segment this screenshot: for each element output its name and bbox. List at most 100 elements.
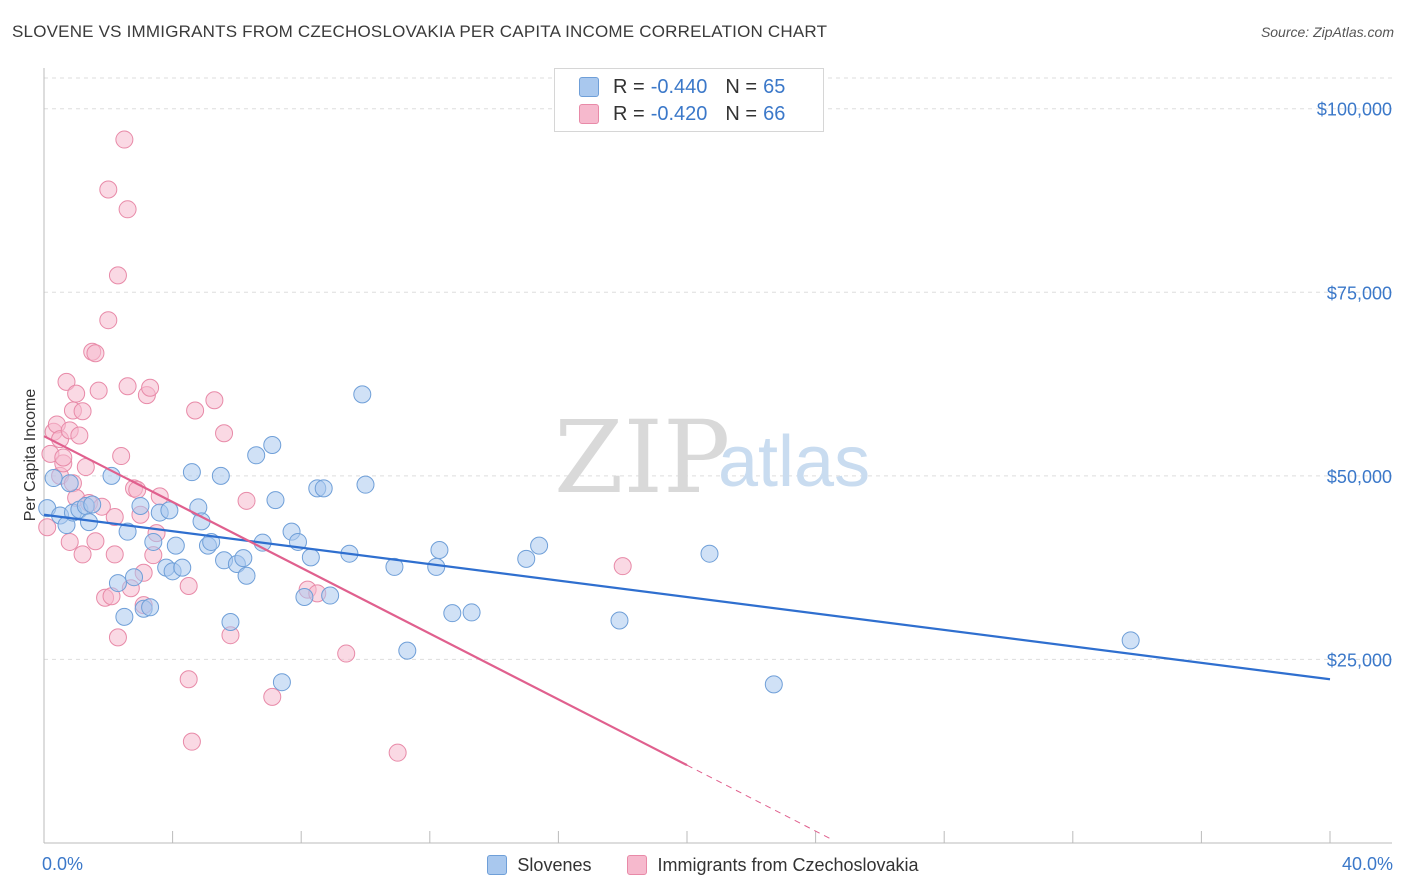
legend-label-slovenes: Slovenes: [517, 854, 592, 875]
point-slovenes: [108, 574, 127, 593]
legend-r-label: R =: [613, 102, 645, 125]
point-czechoslovakia: [388, 743, 407, 762]
point-czechoslovakia: [105, 545, 124, 564]
point-slovenes: [211, 466, 230, 485]
point-czechoslovakia: [263, 687, 282, 706]
legend-item-czechoslovakia[interactable]: Immigrants from Czechoslovakia: [627, 854, 919, 876]
point-slovenes: [83, 495, 102, 514]
point-slovenes: [764, 675, 783, 694]
series-legend: Slovenes Immigrants from Czechoslovakia: [0, 852, 1406, 878]
point-slovenes: [1121, 631, 1140, 650]
y-tick-label: $75,000: [1327, 283, 1392, 303]
point-slovenes: [610, 611, 629, 630]
point-czechoslovakia: [70, 426, 89, 445]
watermark-atlas: atlas: [718, 422, 870, 502]
trendline-czechoslovakia: [43, 435, 688, 767]
point-slovenes: [295, 588, 314, 607]
point-czechoslovakia: [108, 628, 127, 647]
point-slovenes: [353, 385, 372, 404]
point-slovenes: [221, 612, 240, 631]
point-slovenes: [356, 475, 375, 494]
point-slovenes: [314, 479, 333, 498]
point-slovenes: [427, 557, 446, 576]
point-czechoslovakia: [86, 532, 105, 551]
point-czechoslovakia: [337, 644, 356, 663]
point-czechoslovakia: [118, 200, 137, 219]
point-czechoslovakia: [105, 507, 124, 526]
point-czechoslovakia: [99, 180, 118, 199]
legend-r-value: -0.440: [650, 75, 708, 98]
legend-r-label: R =: [613, 75, 645, 98]
point-czechoslovakia: [99, 311, 118, 330]
x-tick-label: 40.0%: [1342, 854, 1393, 874]
point-czechoslovakia: [108, 266, 127, 285]
point-slovenes: [173, 558, 192, 577]
point-slovenes: [237, 566, 256, 585]
trendline-slovenes: [43, 513, 1331, 681]
point-czechoslovakia: [141, 378, 160, 397]
series-slovenes-points: [38, 385, 1140, 694]
point-czechoslovakia: [54, 448, 73, 467]
legend-n-label: N =: [725, 102, 758, 125]
legend-row-slovenes: R = -0.440 N = 65: [579, 74, 785, 100]
watermark-zip: ZIP: [554, 399, 730, 516]
point-slovenes: [247, 446, 266, 465]
point-slovenes: [443, 604, 462, 623]
point-czechoslovakia: [67, 384, 86, 403]
point-slovenes: [118, 522, 137, 541]
legend-item-slovenes[interactable]: Slovenes: [487, 855, 591, 876]
point-slovenes: [272, 673, 291, 692]
legend-swatch-pink: [627, 855, 648, 875]
point-slovenes: [266, 491, 285, 510]
legend-n-value: 65: [763, 75, 786, 98]
point-czechoslovakia: [182, 732, 201, 751]
legend-label-czechoslovakia: Immigrants from Czechoslovakia: [657, 854, 919, 875]
point-slovenes: [144, 532, 163, 551]
point-slovenes: [166, 536, 185, 555]
point-slovenes: [430, 541, 449, 560]
point-slovenes: [131, 496, 150, 515]
point-czechoslovakia: [237, 491, 256, 510]
point-czechoslovakia: [73, 545, 92, 564]
trend-lines: [43, 435, 1331, 840]
point-slovenes: [301, 548, 320, 567]
point-slovenes: [385, 557, 404, 576]
point-slovenes: [530, 536, 549, 555]
point-czechoslovakia: [179, 670, 198, 689]
legend-n-value: 66: [763, 102, 786, 125]
point-czechoslovakia: [118, 377, 137, 396]
point-czechoslovakia: [179, 577, 198, 595]
tick-labels: $25,000 $50,000 $75,000 $100,000 0.0% 40.0%: [42, 100, 1393, 874]
y-axis-title: Per Capita Income: [22, 389, 39, 522]
x-tick-label: 0.0%: [42, 854, 83, 874]
point-czechoslovakia: [215, 424, 234, 443]
point-czechoslovakia: [86, 344, 105, 363]
point-slovenes: [115, 607, 134, 626]
point-czechoslovakia: [186, 401, 205, 420]
watermark: ZIP atlas: [554, 399, 870, 516]
point-slovenes: [60, 474, 79, 493]
point-slovenes: [192, 512, 211, 531]
point-slovenes: [263, 436, 282, 455]
stats-legend: R = -0.440 N = 65 R = -0.420 N = 66: [554, 68, 824, 132]
chart-title: SLOVENE VS IMMIGRANTS FROM CZECHOSLOVAKI…: [12, 22, 828, 41]
point-czechoslovakia: [38, 518, 57, 537]
point-slovenes: [398, 641, 417, 660]
point-slovenes: [160, 501, 179, 520]
point-czechoslovakia: [89, 381, 108, 400]
point-czechoslovakia: [112, 447, 131, 466]
point-slovenes: [462, 603, 481, 622]
point-slovenes: [700, 544, 719, 563]
point-slovenes: [234, 549, 253, 568]
point-czechoslovakia: [205, 391, 224, 410]
point-czechoslovakia: [60, 532, 79, 551]
legend-r-value: -0.420: [650, 102, 708, 125]
point-slovenes: [517, 549, 536, 568]
point-czechoslovakia: [73, 402, 92, 421]
y-tick-label: $50,000: [1327, 467, 1392, 487]
point-czechoslovakia: [613, 557, 632, 576]
y-tick-label: $25,000: [1327, 650, 1392, 670]
point-slovenes: [182, 463, 201, 482]
series-czechoslovakia-points: [38, 130, 632, 762]
